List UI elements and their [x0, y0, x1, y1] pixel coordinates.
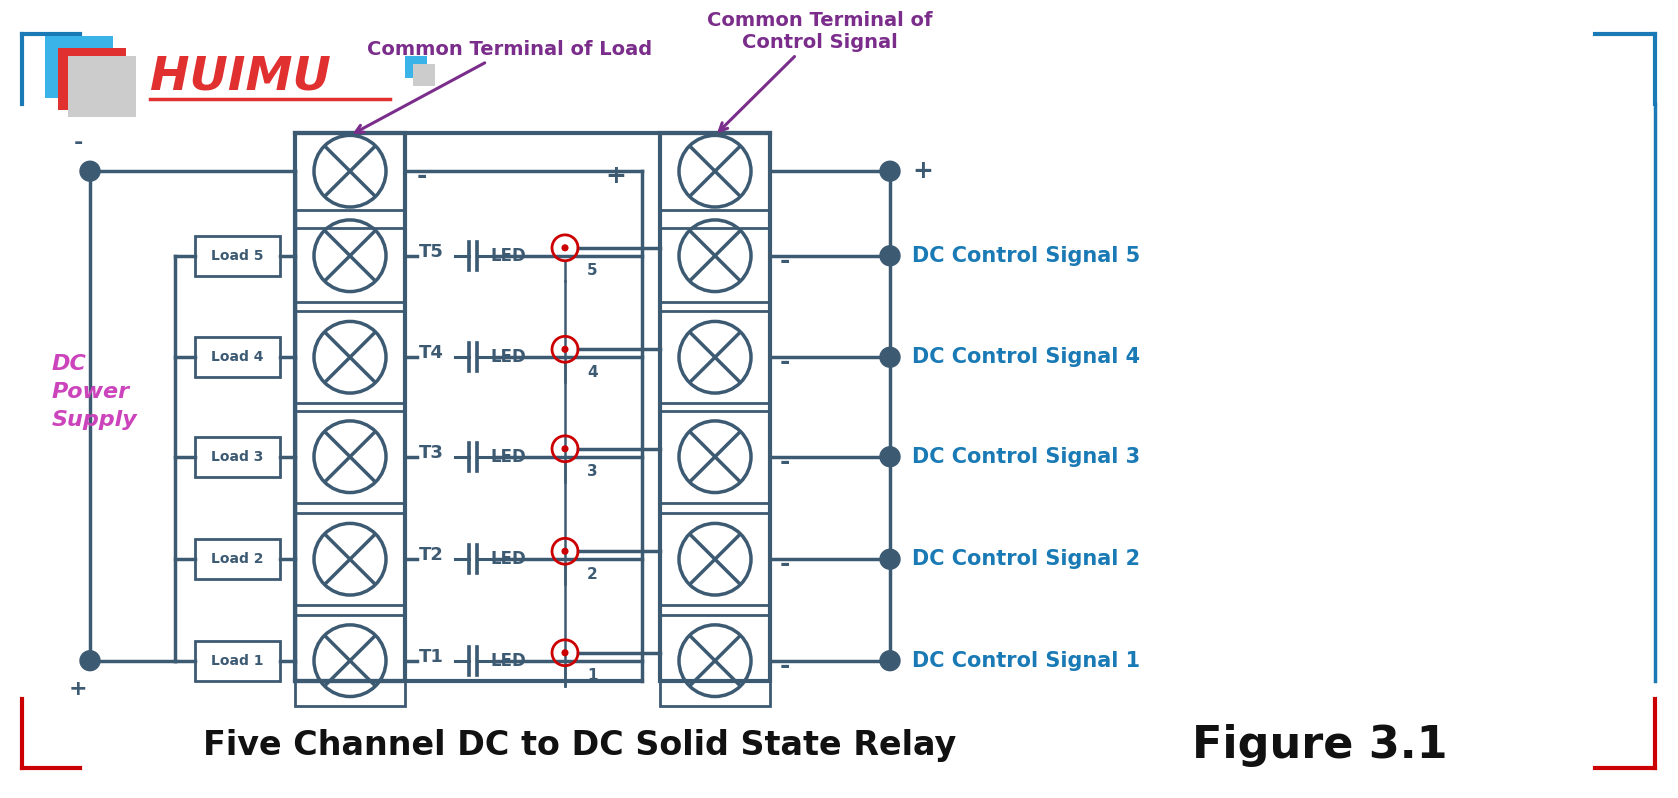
- Circle shape: [879, 246, 899, 266]
- Text: -: -: [780, 350, 790, 374]
- Bar: [659, 210, 770, 302]
- Bar: [45, 36, 112, 97]
- Text: Common Terminal of Load: Common Terminal of Load: [356, 40, 653, 132]
- Text: DC Control Signal 1: DC Control Signal 1: [913, 650, 1139, 670]
- Text: +: +: [69, 678, 87, 698]
- Text: DC Control Signal 3: DC Control Signal 3: [913, 447, 1139, 467]
- Bar: [404, 56, 426, 77]
- Text: -: -: [780, 654, 790, 678]
- Text: Figure 3.1: Figure 3.1: [1191, 724, 1448, 767]
- Bar: [295, 210, 404, 302]
- Bar: [659, 411, 770, 503]
- Text: +: +: [606, 164, 626, 188]
- Circle shape: [562, 346, 567, 352]
- Circle shape: [879, 650, 899, 670]
- Text: Load 4: Load 4: [211, 350, 263, 364]
- Text: DC Control Signal 4: DC Control Signal 4: [913, 347, 1139, 367]
- Bar: [295, 513, 404, 605]
- Bar: [659, 513, 770, 605]
- Bar: [195, 437, 280, 476]
- Text: LED: LED: [490, 247, 525, 265]
- Text: -: -: [780, 450, 790, 474]
- Text: Load 1: Load 1: [211, 654, 263, 668]
- Bar: [659, 615, 770, 706]
- Text: -: -: [74, 133, 82, 153]
- Text: T2: T2: [420, 547, 445, 564]
- Text: Common Terminal of
Control Signal: Common Terminal of Control Signal: [706, 11, 933, 131]
- Circle shape: [879, 447, 899, 467]
- Text: 4: 4: [587, 365, 597, 380]
- Bar: [295, 133, 404, 228]
- Circle shape: [562, 548, 567, 554]
- Text: Load 2: Load 2: [211, 552, 263, 567]
- Text: T4: T4: [420, 344, 445, 362]
- Text: T5: T5: [420, 243, 445, 261]
- Text: 1: 1: [587, 668, 597, 683]
- Bar: [195, 338, 280, 377]
- Circle shape: [81, 161, 101, 181]
- Text: T3: T3: [420, 444, 445, 462]
- Text: DC Control Signal 2: DC Control Signal 2: [913, 549, 1139, 569]
- Text: +: +: [913, 159, 933, 184]
- Text: Five Channel DC to DC Solid State Relay: Five Channel DC to DC Solid State Relay: [203, 729, 956, 762]
- Text: -: -: [780, 552, 790, 576]
- Circle shape: [81, 650, 101, 670]
- Text: 5: 5: [587, 263, 597, 279]
- Bar: [295, 411, 404, 503]
- Text: Load 3: Load 3: [211, 450, 263, 464]
- Bar: [59, 48, 126, 109]
- Bar: [659, 133, 770, 228]
- Bar: [195, 539, 280, 579]
- Bar: [413, 64, 435, 85]
- Text: LED: LED: [490, 448, 525, 466]
- Text: -: -: [418, 164, 428, 188]
- Text: LED: LED: [490, 652, 525, 670]
- Text: LED: LED: [490, 550, 525, 568]
- Text: 2: 2: [587, 567, 597, 582]
- Text: 3: 3: [587, 464, 597, 479]
- Bar: [195, 236, 280, 275]
- Text: DC Control Signal 5: DC Control Signal 5: [913, 246, 1141, 266]
- Circle shape: [879, 549, 899, 569]
- Text: T1: T1: [420, 648, 445, 666]
- Bar: [659, 133, 770, 681]
- Circle shape: [562, 245, 567, 251]
- Text: Load 5: Load 5: [211, 249, 263, 263]
- Bar: [69, 56, 136, 117]
- Circle shape: [879, 347, 899, 367]
- Bar: [295, 133, 404, 681]
- Bar: [195, 641, 280, 681]
- Bar: [295, 615, 404, 706]
- Bar: [659, 311, 770, 403]
- Text: LED: LED: [490, 348, 525, 366]
- Text: -: -: [780, 249, 790, 273]
- Circle shape: [879, 161, 899, 181]
- Bar: [295, 311, 404, 403]
- Text: DC
Power
Supply: DC Power Supply: [52, 354, 138, 430]
- Circle shape: [562, 650, 567, 656]
- Text: HUIMU: HUIMU: [149, 54, 331, 99]
- Circle shape: [562, 446, 567, 452]
